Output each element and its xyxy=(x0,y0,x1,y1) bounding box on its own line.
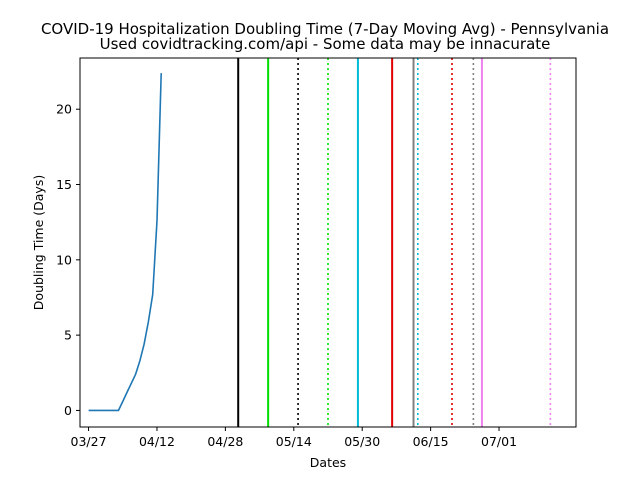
x-tick-label: 05/14 xyxy=(276,434,312,449)
series-line-0 xyxy=(88,73,162,412)
x-tick-label: 07/01 xyxy=(481,434,517,449)
y-axis-ticks: 0 5 10 15 20 xyxy=(56,102,80,418)
series-layer xyxy=(88,73,162,412)
chart-title: COVID-19 Hospitalization Doubling Time (… xyxy=(41,20,609,38)
x-axis-ticks: 03/27 04/12 04/28 05/14 05/30 06/15 07/01 xyxy=(71,427,517,449)
x-tick-label: 06/15 xyxy=(413,434,449,449)
x-tick-label: 04/12 xyxy=(139,434,175,449)
plot-area-frame xyxy=(79,57,577,428)
y-tick-label: 20 xyxy=(56,102,72,117)
y-tick-label: 10 xyxy=(56,252,72,267)
chart-subtitle: Used covidtracking.com/api - Some data m… xyxy=(100,35,551,53)
x-tick-label: 04/28 xyxy=(207,434,243,449)
event-lines xyxy=(237,58,552,427)
x-tick-label: 03/27 xyxy=(71,434,107,449)
y-tick-label: 15 xyxy=(56,177,72,192)
y-axis-label: Doubling Time (Days) xyxy=(31,175,46,310)
x-axis-label: Dates xyxy=(310,455,346,470)
x-tick-label: 05/30 xyxy=(344,434,380,449)
y-tick-label: 5 xyxy=(64,328,72,343)
y-tick-label: 0 xyxy=(64,403,72,418)
